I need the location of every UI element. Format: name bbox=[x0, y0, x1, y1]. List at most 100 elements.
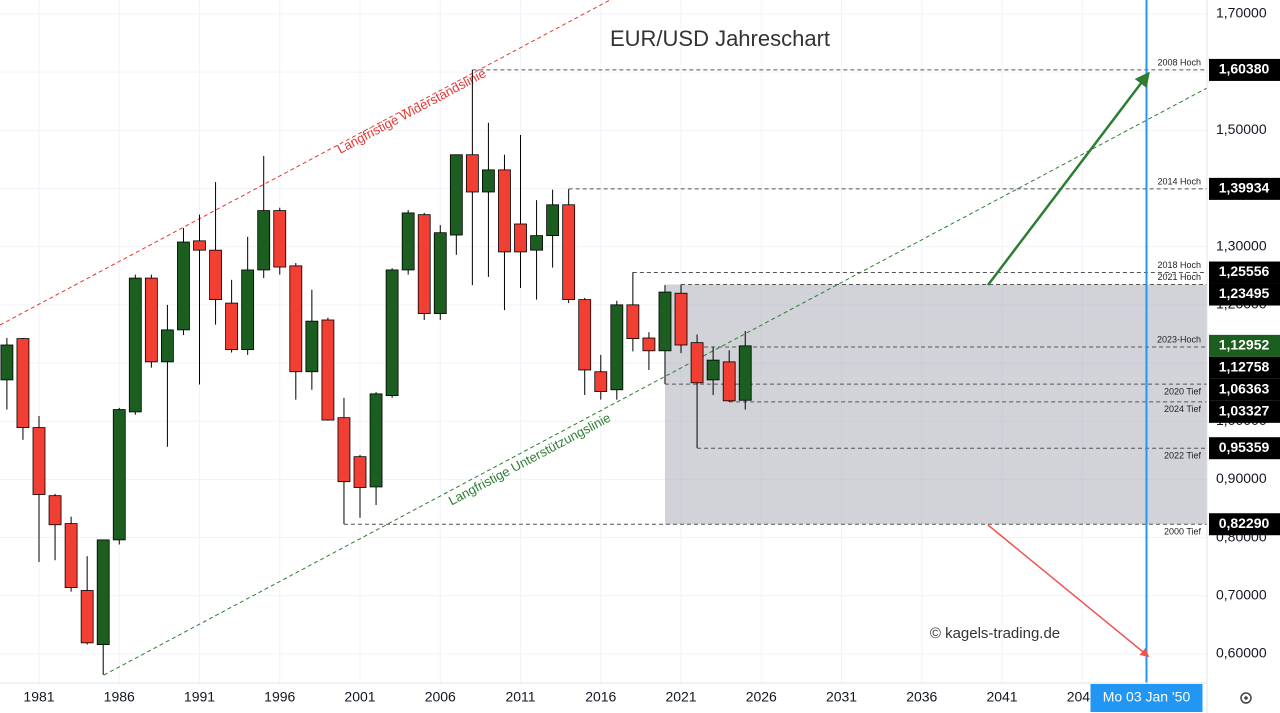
price-badge bbox=[1209, 58, 1280, 81]
level-label: 2014 Hoch bbox=[1157, 176, 1201, 186]
price-badge-label: 1,23495 bbox=[1219, 285, 1270, 301]
candle-body bbox=[546, 204, 560, 237]
candle-body bbox=[112, 409, 126, 541]
x-tick-label: 1981 bbox=[23, 689, 54, 705]
level-label: 2022 Tief bbox=[1164, 451, 1202, 461]
candle-body bbox=[32, 427, 46, 495]
candle-body bbox=[433, 232, 447, 314]
y-tick-label: 0,60000 bbox=[1216, 645, 1267, 661]
y-tick-label: 0,70000 bbox=[1216, 586, 1267, 602]
candle-body bbox=[128, 277, 142, 413]
level-label: 2000 Tief bbox=[1164, 527, 1202, 537]
price-badge bbox=[1209, 177, 1280, 200]
watermark: © kagels-trading.de bbox=[930, 625, 1060, 642]
x-tick-label: 2011 bbox=[505, 689, 535, 705]
candle-body bbox=[626, 304, 640, 339]
y-tick-label: 1,70000 bbox=[1216, 5, 1267, 21]
y-tick-label: 0,90000 bbox=[1216, 470, 1267, 486]
candle-body bbox=[706, 359, 720, 381]
chart-title: EUR/USD Jahreschart bbox=[610, 26, 830, 51]
candle-body bbox=[337, 417, 351, 483]
price-badge-label: 1,60380 bbox=[1219, 61, 1270, 77]
candle-body bbox=[64, 523, 78, 588]
price-badge bbox=[1209, 261, 1280, 284]
candle-body bbox=[0, 344, 14, 381]
x-tick-label: 2016 bbox=[585, 689, 616, 705]
level-label: 2008 Hoch bbox=[1157, 57, 1201, 67]
candle-body bbox=[241, 269, 255, 351]
candle-body bbox=[305, 320, 319, 373]
candle-body bbox=[161, 329, 174, 363]
price-badge-label: 1,39934 bbox=[1219, 180, 1270, 196]
candle-body bbox=[514, 223, 527, 253]
candle-body bbox=[257, 210, 271, 271]
x-tick-label: 2026 bbox=[746, 689, 777, 705]
candle-body bbox=[48, 495, 62, 526]
candle-body bbox=[225, 302, 239, 351]
x-tick-label: 1986 bbox=[104, 689, 135, 705]
candle-body bbox=[144, 277, 158, 363]
candle-body bbox=[353, 456, 367, 488]
level-label: 2020 Tief bbox=[1164, 387, 1202, 397]
candle-body bbox=[449, 154, 463, 236]
price-badge bbox=[1209, 356, 1280, 379]
candle-body bbox=[658, 291, 672, 352]
zone bbox=[664, 284, 1207, 525]
candle-body bbox=[193, 240, 206, 251]
candle-body bbox=[96, 539, 110, 646]
price-badge bbox=[1209, 378, 1280, 401]
price-badges: 1,60380 1,39934 1,25556 1,23495 1,12952 1,127… bbox=[1209, 58, 1280, 536]
price-badge bbox=[1209, 283, 1280, 306]
x-tick-label: 2036 bbox=[906, 689, 937, 705]
range-zone bbox=[664, 284, 1207, 525]
resistance-line bbox=[0, 0, 611, 326]
candle-body bbox=[722, 361, 736, 402]
candle-body bbox=[369, 393, 383, 488]
x-tick-label: 1996 bbox=[264, 689, 295, 705]
candle-body bbox=[610, 304, 624, 391]
price-badge-label: 1,06363 bbox=[1219, 381, 1270, 397]
level-label: 2018 Hoch bbox=[1157, 260, 1201, 270]
candle-body bbox=[482, 169, 495, 193]
price-badge-label: 1,03327 bbox=[1219, 403, 1270, 419]
price-badge-label: 1,12758 bbox=[1219, 359, 1270, 375]
x-tick-label: 2001 bbox=[344, 689, 375, 705]
candle-body bbox=[289, 265, 303, 373]
candle-body bbox=[594, 371, 608, 392]
candle-body bbox=[321, 319, 335, 421]
x-tick-label: 2046 bbox=[1067, 689, 1098, 705]
level-label: 2021 Hoch bbox=[1157, 272, 1201, 282]
level-label: 2024 Tief bbox=[1164, 404, 1202, 414]
candle-body bbox=[642, 337, 656, 352]
x-tick-label: 2031 bbox=[826, 689, 857, 705]
candle-body bbox=[498, 169, 511, 253]
price-badge bbox=[1209, 400, 1280, 423]
y-tick-label: 1,50000 bbox=[1216, 121, 1267, 137]
candle-body bbox=[674, 292, 688, 346]
candle-body bbox=[401, 212, 415, 271]
price-badge bbox=[1209, 437, 1280, 460]
support-line bbox=[103, 87, 1208, 676]
cursor-label: Mo 03 Jan '50 bbox=[1103, 689, 1191, 705]
x-tick-label: 2041 bbox=[986, 689, 1017, 705]
x-tick-label: 1991 bbox=[184, 689, 215, 705]
up-arrow bbox=[987, 71, 1150, 286]
resistance-label: Langfristige Widerstandslinie bbox=[335, 65, 489, 156]
price-badge-label: 1,25556 bbox=[1219, 263, 1270, 279]
price-badge-label: 0,95359 bbox=[1219, 439, 1270, 455]
candle-body bbox=[578, 299, 592, 371]
y-tick-label: 1,30000 bbox=[1216, 237, 1267, 253]
x-tick-label: 2021 bbox=[665, 689, 696, 705]
candle-body bbox=[273, 210, 287, 268]
candle-body bbox=[177, 241, 190, 331]
candle-body bbox=[562, 204, 576, 301]
candle-body bbox=[385, 269, 399, 397]
candle-body bbox=[530, 235, 543, 251]
price-badge-label: 0,82290 bbox=[1219, 515, 1270, 531]
down-arrow bbox=[987, 524, 1150, 658]
settings-icon[interactable] bbox=[1240, 692, 1252, 704]
candle-body bbox=[80, 590, 94, 644]
price-badge bbox=[1209, 334, 1280, 357]
level-label: 2023-Hoch bbox=[1157, 334, 1201, 344]
